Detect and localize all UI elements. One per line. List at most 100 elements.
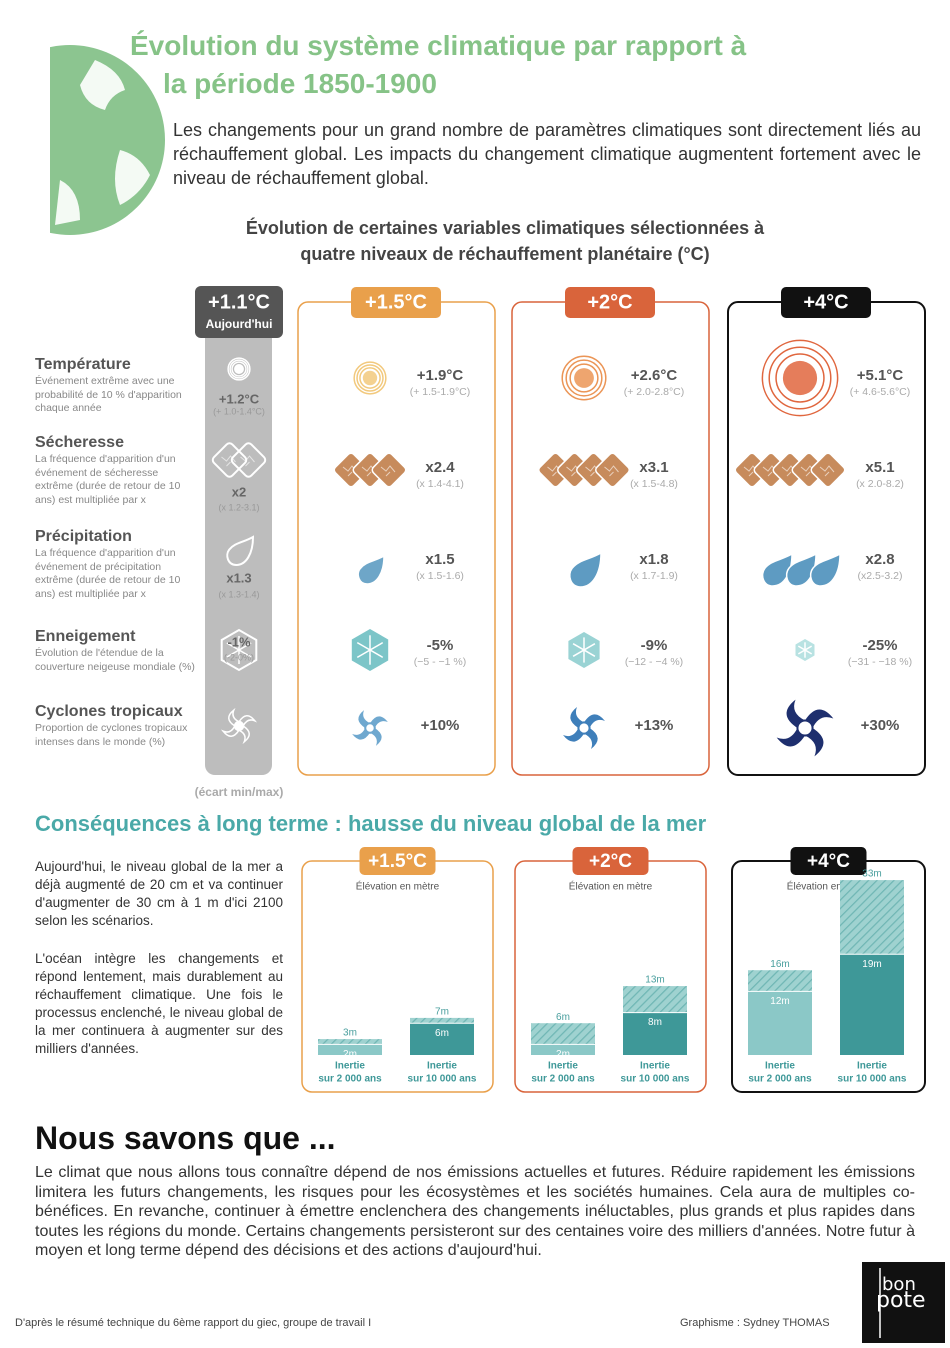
bar-lower [623,1012,687,1055]
conclusion-text: Le climat que nous allons tous connaître… [35,1164,915,1259]
cyclone-icon [563,707,605,749]
ring [231,361,247,377]
bar-lower [840,954,904,1055]
scenario-value: x2.8 [865,551,894,568]
today-range: (x 1.3-1.4) [218,589,259,599]
bar-name: sur 10 000 ans [838,1074,907,1085]
scenario-header [565,287,655,318]
bar-name: Inertie [640,1061,670,1072]
section-title: Évolution de certaines variables climati… [245,218,765,238]
scenario-value: +5.1°C [857,367,904,384]
today-value: -1% [227,634,251,649]
value-label: 7m [435,1007,449,1018]
scenario-range: (x2.5-3.2) [858,570,903,582]
scenario-range: (+ 1.5-1.9°C) [410,386,471,398]
bar-lower [318,1044,382,1055]
ring [356,364,384,392]
bar-name: sur 10 000 ans [621,1074,690,1085]
scenario-frame [297,301,496,776]
bar-upper [531,1023,595,1045]
paragraph: Aujourd'hui, le niveau global de la mer … [35,859,283,928]
conclusion-title: Nous savons que ... [35,1120,336,1156]
logo-text: pote [876,1288,926,1313]
scenario-range: (x 1.4-4.1) [416,478,464,490]
today-range: (+ 1.0-1.4°C) [213,406,265,416]
scenario-range: (−31 - −18 %) [848,656,912,668]
ring [565,359,603,397]
bar-name: sur 2 000 ans [531,1074,595,1085]
cyclone-icon [220,707,258,745]
bar-name: Inertie [548,1061,578,1072]
drought-icon [211,442,267,478]
credit: Graphisme : Sydney THOMAS [680,1317,830,1329]
scenario-value: +30% [861,717,900,734]
eye [233,720,245,732]
section-title: quatre niveaux de réchauffement planétai… [300,244,710,264]
bar-lower [531,1044,595,1055]
today-value: +1.2°C [219,391,260,406]
scenario-range: (x 2.0-8.2) [856,478,904,490]
panel-frame [514,860,707,1093]
drop [809,552,841,587]
scenario-frame [511,301,710,776]
row-description: La fréquence d'apparition d'un événement… [35,453,181,506]
drop [226,535,255,567]
section-title: Conséquences à long terme : hausse du ni… [35,811,707,836]
source: D'après le résumé technique du 6ème rapp… [15,1317,372,1329]
crack [221,455,236,467]
paragraph: L'océan intègre les changements et répon… [35,951,283,1056]
ring [227,357,251,381]
crack [240,455,255,467]
ring [768,346,832,410]
flake [226,642,252,658]
bar-upper [410,1017,474,1024]
drought-icon [538,452,630,488]
panel-frame [301,860,494,1093]
panel-label: +1.5°C [368,851,427,872]
today-range: (-2-0%) [224,652,254,662]
ring [229,359,249,379]
bar-name: sur 2 000 ans [748,1074,812,1085]
scenario-value: +1.9°C [417,367,464,384]
hexagon [220,628,258,672]
precipitation-icon [357,554,385,585]
sun [362,370,378,386]
value-label: 3m [343,1028,357,1039]
scenario-range: (x 1.5-1.6) [416,570,464,582]
precipitation-icon [569,551,602,588]
scenario-value: x2.4 [425,459,455,476]
eye [577,721,591,735]
value-label: 2m [556,1049,570,1060]
today-header [195,286,283,338]
scenario-value: x1.8 [639,551,668,568]
today-value: x2 [232,484,246,499]
arm [238,715,258,728]
bar-upper [748,970,812,992]
note: (écart min/max) [195,785,284,799]
sun [574,368,594,388]
bar-name: sur 2 000 ans [318,1074,382,1085]
row-description: Évolution de l'étendue de la couverture … [35,647,195,673]
snow-icon [795,639,815,661]
value-label: 8m [648,1017,662,1028]
ring [561,355,607,401]
bar-name: Inertie [335,1061,365,1072]
temperature-icon [761,339,839,417]
eye [364,722,376,734]
title-line: la période 1850-1900 [163,68,437,99]
tile [371,452,407,488]
drop [357,554,385,585]
value-label: 16m [770,959,789,970]
scenario-label: +4°C [803,291,848,313]
snow-icon [351,629,389,671]
axis-label: Élévation en mètre [356,880,440,893]
bar-lower [410,1023,474,1055]
drop [569,551,602,588]
arm [237,725,250,745]
scenario-label: +1.5°C [365,291,427,313]
sun [782,360,818,396]
bar-name: Inertie [427,1061,457,1072]
bar-name: Inertie [857,1061,887,1072]
scenario-range: (−5 - −1 %) [414,656,467,668]
